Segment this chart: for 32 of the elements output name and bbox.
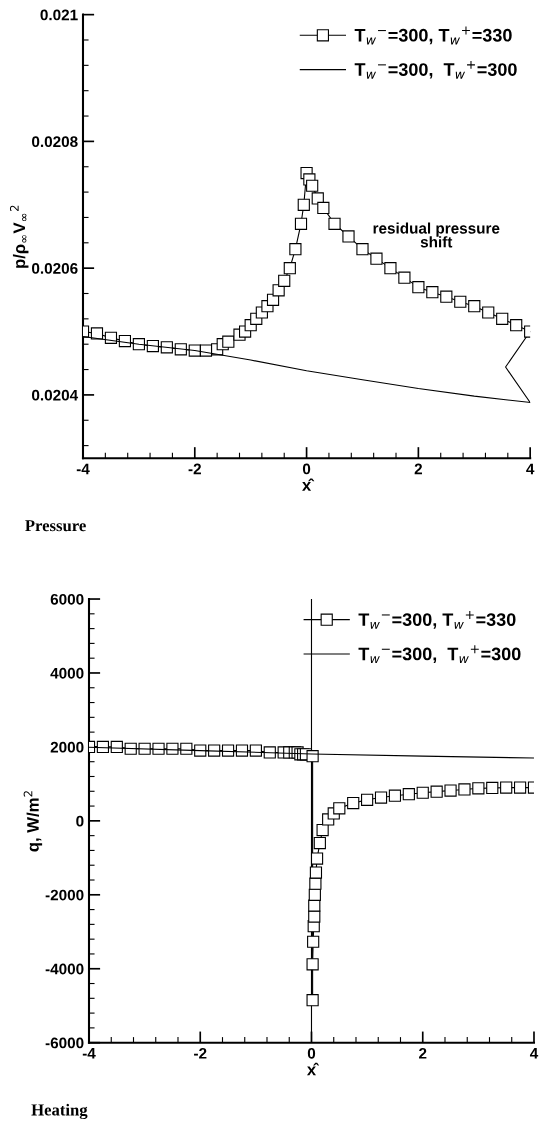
x-tick-label: 0	[302, 463, 311, 475]
x-tick-label: -4	[82, 1048, 96, 1059]
legend-label: T$_{w}$$^{−}$=300, T$_{w}$$^{+}$=330	[354, 26, 512, 45]
legend-label: T$_{w}$$^{−}$=300, T$_{w}$$^{+}$=300	[354, 60, 517, 79]
legend-label: T$_{w}$$^{−}$=300, T$_{w}$$^{+}$=300	[358, 645, 521, 664]
y-tick-label: 0.0206	[32, 263, 78, 274]
x-axis-title: x̂	[306, 1062, 320, 1076]
y-axis-title: q, W/m$^{2}$	[23, 791, 43, 852]
y-tick-label: 0.0208	[32, 136, 78, 148]
x-tick-label: 2	[414, 463, 423, 475]
y-tick-label: 2000	[50, 741, 84, 753]
y-axis-title: p/ρ$_{∞}$V$_{∞}$$^{2}$	[9, 205, 29, 268]
y-tick-label: 6000	[50, 593, 84, 605]
y-tick-label: 0.0204	[32, 389, 79, 401]
x-tick-label: -4	[76, 463, 90, 475]
x-tick-label: -2	[188, 463, 201, 475]
y-tick-label: 4000	[50, 667, 84, 679]
legend-label: T$_{w}$$^{−}$=300, T$_{w}$$^{+}$=330	[358, 610, 516, 629]
x-tick-label: 4	[529, 1048, 539, 1059]
text: Pressure	[25, 520, 86, 532]
text: Heating	[31, 1103, 88, 1120]
y-tick-label: -4000	[45, 963, 84, 975]
annotation: residual pressure shift	[373, 222, 500, 248]
x-axis-title: x̂	[302, 478, 315, 491]
y-tick-label: 0.021	[40, 9, 78, 21]
y-tick-label: 0	[76, 815, 84, 827]
x-tick-label: -2	[194, 1047, 207, 1059]
y-tick-label: -2000	[45, 889, 84, 901]
y-tick-label: -6000	[45, 1037, 84, 1049]
x-tick-label: 4	[526, 463, 535, 475]
x-tick-label: 2	[419, 1047, 427, 1059]
x-tick-label: 0	[307, 1047, 316, 1059]
